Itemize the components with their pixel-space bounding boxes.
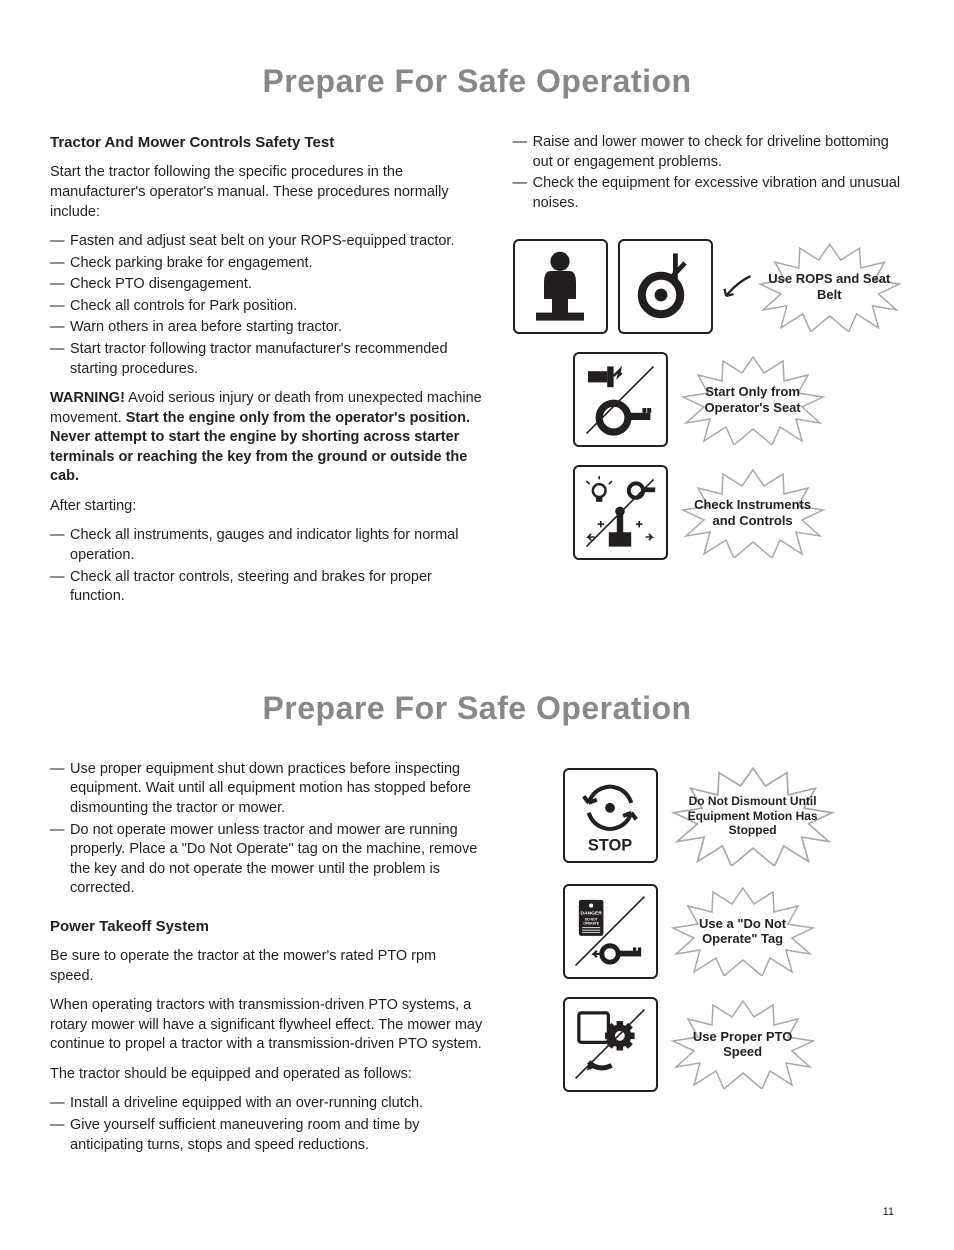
- list-item: Check parking brake for engagement.: [50, 254, 483, 274]
- graphic-row-tag: DANGER DO NOT OPERATE: [513, 884, 904, 979]
- section1-left-col: Tractor And Mower Controls Safety Test S…: [50, 133, 483, 617]
- procedure-list-2: Check all instruments, gauges and indica…: [50, 526, 483, 606]
- list-item: Warn others in area before starting trac…: [50, 318, 483, 338]
- burst-label: Check Instruments and Controls: [688, 497, 818, 528]
- s2-list1: Use proper equipment shut down practices…: [50, 760, 483, 899]
- pto-p1: Be sure to operate the tractor at the mo…: [50, 947, 483, 986]
- subhead-pto: Power Takeoff System: [50, 917, 483, 937]
- section1-right-col: Raise and lower mower to check for drive…: [513, 133, 904, 617]
- section2-right-col: STOP Do Not Dismount Until Equipment Mot…: [513, 760, 904, 1165]
- burst-rops: Use ROPS and Seat Belt: [755, 242, 904, 332]
- burst-label: Use Proper PTO Speed: [678, 1029, 808, 1060]
- burst-dismount: Do Not Dismount Until Equipment Motion H…: [668, 766, 838, 866]
- subhead-safety-test: Tractor And Mower Controls Safety Test: [50, 133, 483, 153]
- s2-list2: Install a driveline equipped with an ove…: [50, 1094, 483, 1155]
- list-item: Use proper equipment shut down practices…: [50, 760, 483, 819]
- list-item: Install a driveline equipped with an ove…: [50, 1094, 483, 1114]
- burst-check: Check Instruments and Controls: [678, 468, 828, 558]
- page-number: 11: [50, 1205, 904, 1220]
- burst-pto: Use Proper PTO Speed: [668, 999, 818, 1089]
- graphic-row-rops: Use ROPS and Seat Belt: [513, 239, 904, 334]
- right-list: Raise and lower mower to check for drive…: [513, 133, 904, 213]
- pto-p3: The tractor should be equipped and opera…: [50, 1065, 483, 1085]
- warning-label: WARNING!: [50, 390, 125, 406]
- intro-para: Start the tractor following the specific…: [50, 163, 483, 222]
- graphics-stack-2: STOP Do Not Dismount Until Equipment Mot…: [513, 760, 904, 1092]
- list-item: Raise and lower mower to check for drive…: [513, 133, 904, 172]
- svg-text:STOP: STOP: [588, 836, 632, 854]
- svg-text:DANGER: DANGER: [581, 911, 603, 917]
- list-item: Check PTO disengagement.: [50, 275, 483, 295]
- section-title-2: Prepare For Safe Operation: [50, 687, 904, 730]
- list-item: Check all controls for Park position.: [50, 297, 483, 317]
- section-title-1: Prepare For Safe Operation: [50, 60, 904, 103]
- arrow-icon: [719, 269, 755, 305]
- burst-label: Do Not Dismount Until Equipment Motion H…: [688, 794, 818, 837]
- burst-label: Start Only from Operator's Seat: [688, 384, 818, 415]
- check-instruments-icon: [573, 465, 668, 560]
- after-starting-label: After starting:: [50, 497, 483, 517]
- graphic-row-stop: STOP Do Not Dismount Until Equipment Mot…: [513, 766, 904, 866]
- list-item: Check all instruments, gauges and indica…: [50, 526, 483, 565]
- pto-p2: When operating tractors with transmissio…: [50, 996, 483, 1055]
- section1-columns: Tractor And Mower Controls Safety Test S…: [50, 133, 904, 617]
- svg-text:OPERATE: OPERATE: [583, 922, 599, 926]
- list-item: Start tractor following tractor manufact…: [50, 340, 483, 379]
- stop-motion-icon: STOP: [563, 768, 658, 863]
- start-key-icon: [573, 352, 668, 447]
- graphic-row-check: Check Instruments and Controls: [513, 465, 904, 560]
- section2-columns: Use proper equipment shut down practices…: [50, 760, 904, 1165]
- procedure-list-1: Fasten and adjust seat belt on your ROPS…: [50, 232, 483, 379]
- list-item: Do not operate mower unless tractor and …: [50, 821, 483, 899]
- burst-start: Start Only from Operator's Seat: [678, 355, 828, 445]
- pto-speed-icon: [563, 997, 658, 1092]
- graphic-row-pto: Use Proper PTO Speed: [513, 997, 904, 1092]
- warning-para: WARNING! Avoid serious injury or death f…: [50, 389, 483, 487]
- section2-left-col: Use proper equipment shut down practices…: [50, 760, 483, 1165]
- burst-label: Use a "Do Not Operate" Tag: [678, 916, 808, 947]
- burst-label: Use ROPS and Seat Belt: [764, 271, 894, 302]
- person-seated-icon: [513, 239, 608, 334]
- graphics-stack-1: Use ROPS and Seat Belt: [513, 233, 904, 560]
- burst-tag: Use a "Do Not Operate" Tag: [668, 886, 818, 976]
- graphic-row-start: Start Only from Operator's Seat: [513, 352, 904, 447]
- list-item: Check the equipment for excessive vibrat…: [513, 174, 904, 213]
- list-item: Give yourself sufficient maneuvering roo…: [50, 1116, 483, 1155]
- do-not-operate-tag-icon: DANGER DO NOT OPERATE: [563, 884, 658, 979]
- list-item: Fasten and adjust seat belt on your ROPS…: [50, 232, 483, 252]
- seatbelt-icon: [618, 239, 713, 334]
- list-item: Check all tractor controls, steering and…: [50, 568, 483, 607]
